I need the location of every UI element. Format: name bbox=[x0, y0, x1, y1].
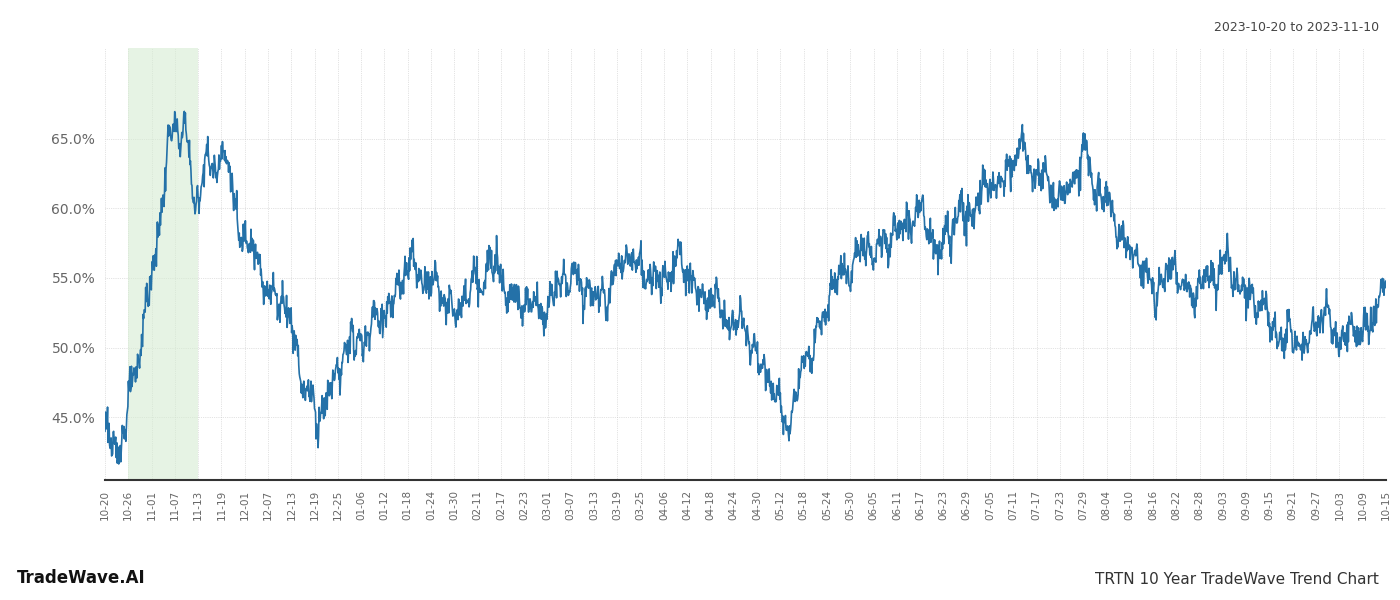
Bar bbox=[129, 48, 199, 480]
Text: 2023-10-20 to 2023-11-10: 2023-10-20 to 2023-11-10 bbox=[1214, 21, 1379, 34]
Text: TradeWave.AI: TradeWave.AI bbox=[17, 569, 146, 587]
Text: TRTN 10 Year TradeWave Trend Chart: TRTN 10 Year TradeWave Trend Chart bbox=[1095, 572, 1379, 587]
